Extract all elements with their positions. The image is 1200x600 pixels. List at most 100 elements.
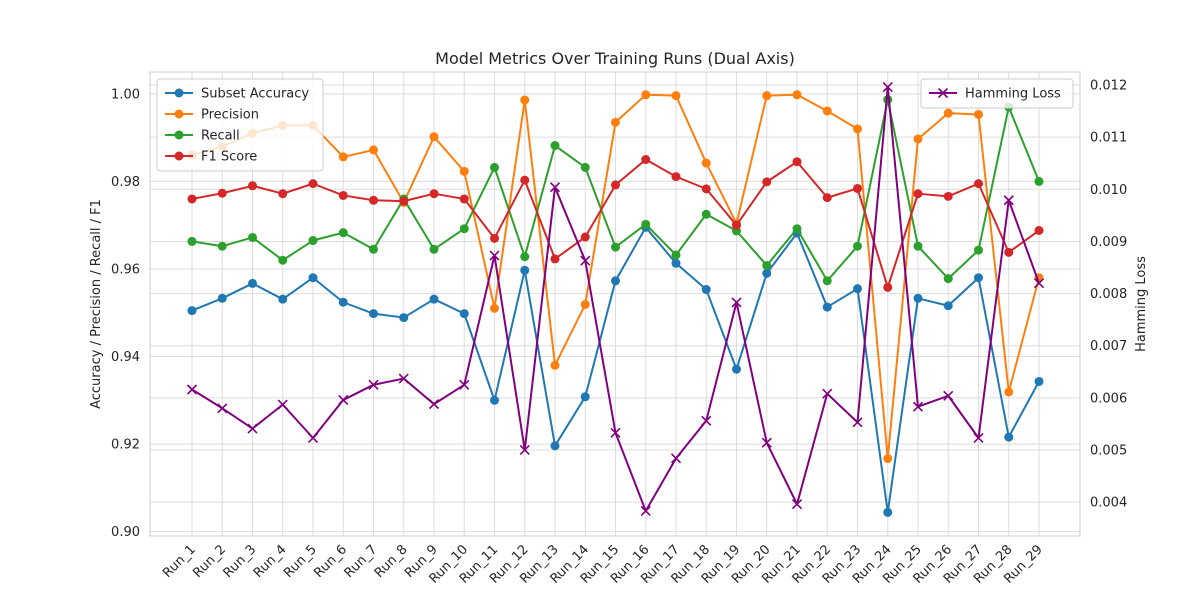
subset-accuracy-point [217,293,227,303]
precision-point [520,95,530,105]
y-left-tick-label: 0.92 [111,438,140,453]
f1-score-point [248,181,257,191]
precision-point [338,152,348,162]
recall-point [822,276,832,286]
series-layer [186,82,1045,517]
legend-label-precision: Precision [201,108,259,123]
y-right-tick-label: 0.010 [1090,183,1127,198]
recall-point [641,219,651,229]
precision-point [490,303,499,313]
hamming-loss-point [549,182,561,193]
hamming-loss-point [277,399,288,410]
hamming-loss-point [791,499,803,510]
legend-marker-f1-score [174,151,184,161]
precision-point [974,109,983,119]
legend-marker-hamming-loss [937,87,949,99]
f1-score-point [641,155,651,165]
subset-accuracy-point [459,309,469,319]
f1-score-point [580,232,590,242]
hamming-loss-point [701,415,712,426]
legend-marker-precision [174,109,184,119]
hamming-loss-point [882,82,893,93]
hamming-loss-point [943,390,954,401]
recall-point [248,232,257,242]
hamming-loss-point [610,427,621,438]
f1-score-point [671,172,681,182]
subset-accuracy-point [671,258,681,268]
subset-accuracy-point [248,278,257,288]
subset-accuracy-point [399,313,409,323]
f1-score-point [883,282,893,292]
recall-point [369,244,378,254]
subset-accuracy-point [550,441,560,451]
precision-point [550,360,560,370]
recall-point [1034,176,1044,186]
hamming-loss-point [519,444,530,456]
subset-accuracy-point [429,294,439,304]
f1-score-point [974,179,983,189]
precision-point [762,91,772,101]
hamming-loss-point [459,379,470,390]
subset-accuracy-point [883,507,893,517]
hamming-loss-point [670,453,682,464]
hamming-loss-point [761,437,772,448]
f1-score-point [853,183,862,193]
y-axis-right-ticks: 0.004 0.005 0.006 0.007 0.008 0.009 0.010 0.011… [1090,79,1127,511]
hamming-loss-point [973,432,984,444]
f1-score-point [792,157,802,167]
precision-point [943,108,953,118]
recall-point [853,241,862,251]
subset-accuracy-point [369,309,378,319]
f1-score-point [187,194,197,204]
subset-accuracy-point [611,276,620,286]
f1-score-point [520,175,530,185]
precision-point [853,124,862,134]
f1-score-point [429,189,439,199]
f1-score-point [611,180,620,190]
recall-point [520,252,530,262]
y-axis-left-ticks: 0.90 0.92 0.94 0.96 0.98 1.00 [111,87,140,540]
precision-point [701,158,711,168]
legend-label-hamming-loss: Hamming Loss [965,87,1061,102]
y-right-tick-label: 0.008 [1090,287,1127,302]
precision-point [913,134,923,144]
y-left-tick-label: 0.90 [111,525,140,540]
hamming-loss-point [852,417,863,428]
f1-score-point [459,194,469,204]
precision-point [792,90,802,100]
y-axis-left-label: Accuracy / Precision / Recall / F1 [89,199,104,409]
precision-point [883,454,893,464]
subset-accuracy-point [943,301,953,311]
subset-accuracy-point [701,285,711,295]
legend-marker-recall [174,130,184,140]
recall-point [217,241,227,251]
hamming-loss-point [217,403,228,414]
f1-score-point [550,254,560,264]
hamming-loss-point [368,379,379,390]
hamming-loss-point [640,505,651,517]
y-right-tick-label: 0.005 [1090,443,1127,458]
legend-box [156,78,324,172]
chart-title: Model Metrics Over Training Runs (Dual A… [435,49,795,68]
subset-accuracy-point [308,273,318,283]
subset-accuracy-point [580,392,590,402]
legend-marker-subset-accuracy [174,88,184,98]
precision-point [611,117,620,127]
subset-accuracy-point [1004,432,1014,442]
f1-score-point [399,196,409,206]
f1-score-point [369,195,378,205]
recall-point [762,260,772,270]
f1-score-point [732,220,741,230]
recall-point [308,236,318,246]
subset-accuracy-point [822,302,832,312]
hamming-loss-point [247,423,258,434]
f1-score-point [1004,247,1014,257]
precision-point [641,90,651,100]
subset-accuracy-point [520,265,530,275]
legend-left: Subset Accuracy Precision Recall F1 Score [156,78,324,172]
y-left-tick-label: 0.94 [111,350,140,365]
hamming-loss-point [1033,278,1045,289]
subset-accuracy-point [762,268,772,278]
precision-point [459,166,469,176]
